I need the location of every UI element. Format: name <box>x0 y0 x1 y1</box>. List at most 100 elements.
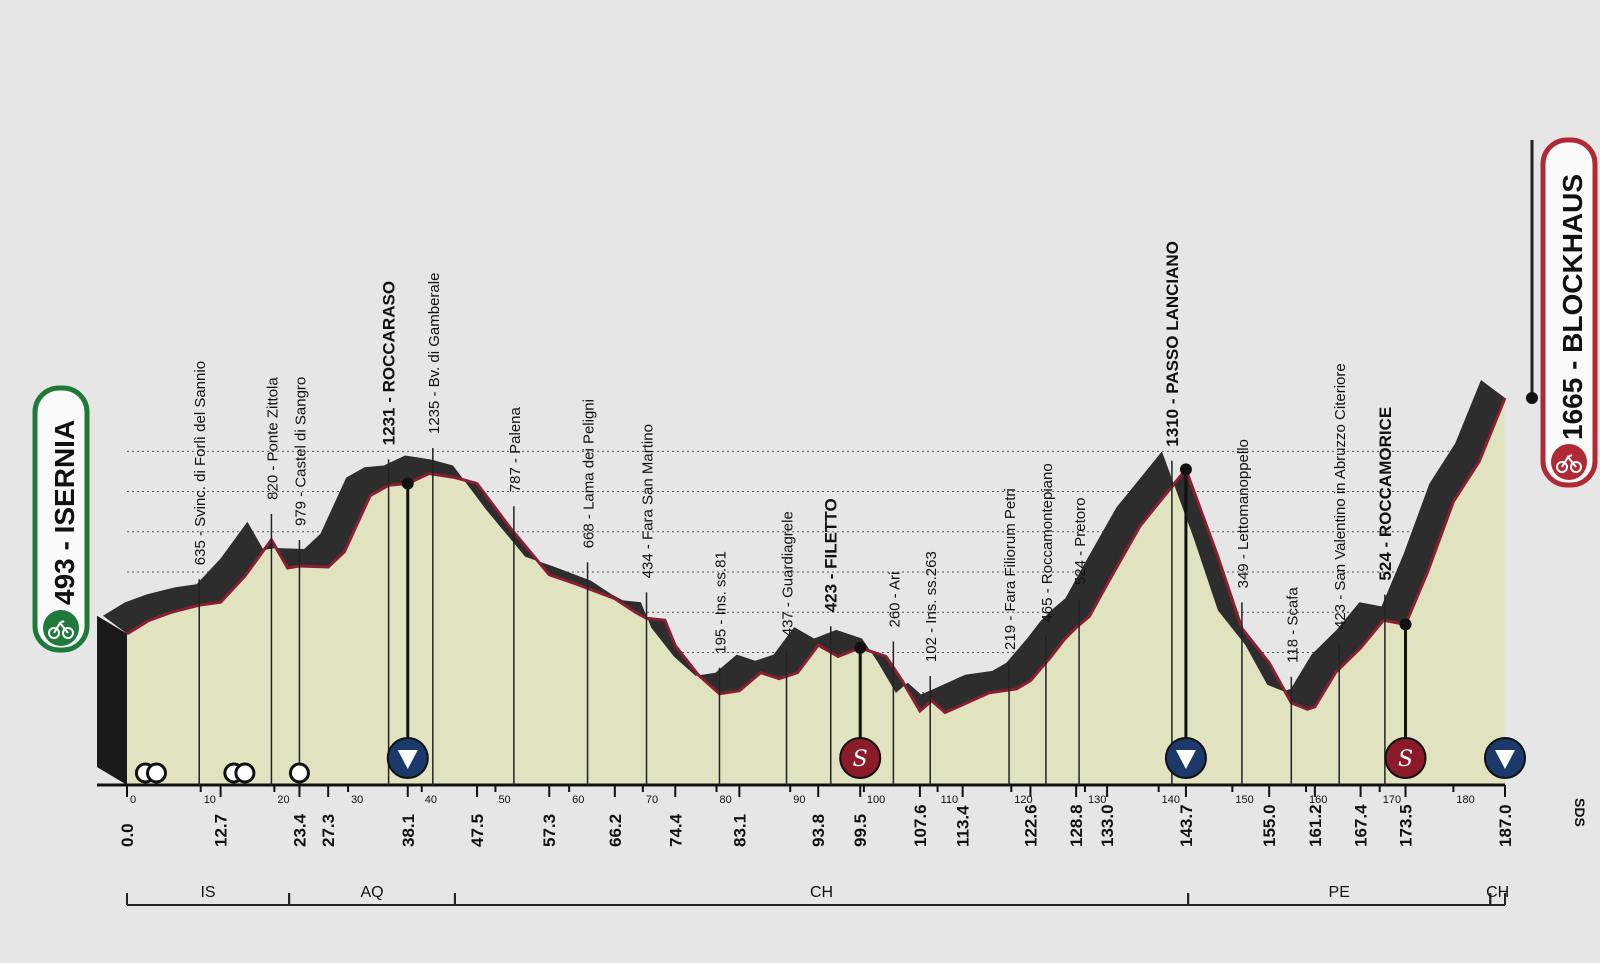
distance-tick-label: 10 <box>204 794 216 806</box>
place-label: 1310 - PASSO LANCIANO <box>1163 241 1182 447</box>
region-label: IS <box>200 884 215 901</box>
km-label: 93.8 <box>809 814 828 847</box>
distance-tick-label: 170 <box>1383 794 1401 806</box>
sprint-icon <box>1384 737 1427 779</box>
place-label: 1231 - ROCCARASO <box>380 281 399 445</box>
place-label: 219 - Fara Filiorum Petri <box>1002 488 1019 650</box>
bike-icon <box>43 610 79 646</box>
place-label: 434 - Fara San Martino <box>640 424 657 578</box>
km-label: 47.5 <box>468 814 487 847</box>
place-label: 635 - Svinc. di Forlì del Sannio <box>192 361 209 565</box>
distance-tick-label: 160 <box>1309 794 1327 806</box>
region-label: CH <box>810 884 833 901</box>
km-label: 12.7 <box>212 814 231 847</box>
marker-dot <box>854 641 867 654</box>
bottle-icon <box>234 762 256 784</box>
bottle-icon <box>145 762 167 784</box>
route-line <box>126 397 1507 715</box>
place-label: 465 - Roccamontepiano <box>1039 463 1056 622</box>
km-label: 57.3 <box>540 814 559 847</box>
distance-tick-label: 110 <box>941 794 959 806</box>
place-label: 195 - Ins. ss.81 <box>712 551 729 654</box>
sprint-icon <box>839 737 882 779</box>
km-label: 27.3 <box>319 814 338 847</box>
sprint-symbol: S <box>853 747 868 772</box>
tick-layer: 0 10 20 30 40 50 60 70 80 90 100 110 120 130 140 150 160… <box>97 783 1515 847</box>
marker-dot <box>1179 463 1192 476</box>
km-label: 83.1 <box>730 814 749 847</box>
place-label: 1235 - Bv. di Gamberale <box>426 273 443 434</box>
label-layer: 635 - Svinc. di Forlì del Sannio 820 - Po… <box>192 241 1395 785</box>
region-label: CH <box>1486 884 1509 901</box>
region-label: AQ <box>360 884 383 901</box>
place-label: 820 - Ponte Zittola <box>264 377 281 500</box>
distance-tick-label: 150 <box>1235 794 1253 806</box>
profile-area <box>127 398 1505 785</box>
marker-dot <box>401 477 414 490</box>
km-label: 173.5 <box>1397 804 1416 847</box>
finish-label: 1665 - BLOCKHAUS <box>1557 174 1588 440</box>
km-label: 74.4 <box>666 813 685 847</box>
km-label: 113.4 <box>954 805 973 847</box>
region-label: PE <box>1329 884 1350 901</box>
profile-shadow <box>103 380 1505 713</box>
km-label: 133.0 <box>1098 804 1117 847</box>
km-label: 66.2 <box>606 814 625 847</box>
place-label: 118 - Scafa <box>1284 587 1301 663</box>
profile-side-wall <box>97 615 127 785</box>
distance-tick-label: 40 <box>425 794 437 806</box>
bike-icon <box>1551 444 1587 480</box>
km-label: 23.4 <box>290 813 309 847</box>
km-label: 155.0 <box>1260 804 1279 847</box>
distance-tick-label: 100 <box>867 794 885 806</box>
region-layer: IS AQ CH PE CH <box>126 884 1509 906</box>
km-label: 161.2 <box>1306 804 1325 847</box>
place-label: 260 - Ari <box>886 572 903 628</box>
distance-tick-label: 180 <box>1456 794 1474 806</box>
distance-tick-label: 0 <box>130 794 136 806</box>
finish-badge: 1665 - BLOCKHAUS <box>1540 137 1598 488</box>
place-label: 979 - Castel di Sangro <box>292 377 309 526</box>
gpm-triangle <box>1175 750 1196 769</box>
km-label: 187.0 <box>1496 804 1515 847</box>
distance-tick-label: 30 <box>351 794 363 806</box>
profile-layer <box>97 140 1538 785</box>
km-label: 128.8 <box>1067 804 1086 847</box>
start-label: 493 - ISERNIA <box>49 420 80 605</box>
distance-tick-label: 120 <box>1014 794 1032 806</box>
km-label: 122.6 <box>1021 804 1040 847</box>
marker-dot <box>1399 618 1412 631</box>
place-label: 423 - San Valentino in Abruzzo Citeriore <box>1332 363 1349 629</box>
distance-tick-label: 90 <box>793 794 805 806</box>
km-label: 143.7 <box>1177 804 1196 847</box>
place-label: 423 - FILETTO <box>822 498 841 612</box>
distance-tick-label: 80 <box>720 794 732 806</box>
distance-tick-label: 60 <box>572 794 584 806</box>
place-label: 524 - Pretoro <box>1072 498 1089 586</box>
distance-tick-label: 20 <box>277 794 289 806</box>
place-label: 102 - Ins. ss.263 <box>923 551 940 662</box>
gpm-triangle <box>397 750 418 769</box>
checkpoint-icon <box>288 762 310 784</box>
distance-tick-label: 70 <box>646 794 658 806</box>
place-label: 668 - Lama dei Peligni <box>581 399 598 548</box>
place-label: 524 - ROCCAMORICE <box>1376 407 1395 581</box>
distance-tick-label: 130 <box>1088 794 1106 806</box>
km-label: 167.4 <box>1352 804 1371 847</box>
km-label: 99.5 <box>851 814 870 847</box>
distance-tick-label: 140 <box>1162 794 1180 806</box>
start-badge: 493 - ISERNIA <box>32 385 90 653</box>
km-label: 107.6 <box>911 804 930 847</box>
km-label: 38.1 <box>399 814 418 847</box>
km-label: 0.0 <box>118 823 137 847</box>
distance-tick-label: 50 <box>498 794 510 806</box>
place-label: 437 - Guardiagrele <box>780 511 797 636</box>
sds-label: SDS <box>1572 798 1588 827</box>
sprint-symbol: S <box>1398 747 1413 772</box>
finish-dot <box>1526 392 1538 404</box>
place-label: 349 - Lettomanoppello <box>1235 439 1252 588</box>
place-label: 787 - Palena <box>507 406 524 492</box>
gpm-triangle <box>1495 750 1515 769</box>
